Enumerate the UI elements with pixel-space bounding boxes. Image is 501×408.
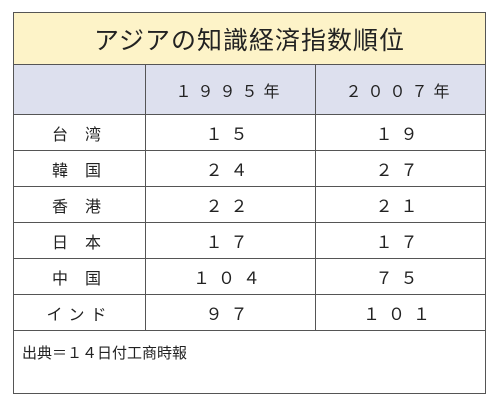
header-corner-cell xyxy=(14,65,146,115)
row-label: 香 港 xyxy=(14,187,146,223)
table-header-row: １９９５年 ２００７年 xyxy=(14,65,485,115)
rank-2007: １９ xyxy=(316,115,485,151)
row-label: 日 本 xyxy=(14,223,146,259)
rank-2007: ２７ xyxy=(316,151,485,187)
rank-2007: １７ xyxy=(316,223,485,259)
table-row: 日 本 １７ １７ xyxy=(14,223,485,259)
rank-1995: １７ xyxy=(146,223,316,259)
table-title: アジアの知識経済指数順位 xyxy=(14,13,485,65)
rank-1995: １５ xyxy=(146,115,316,151)
row-label: インド xyxy=(14,295,146,331)
source-note: 出典＝１４日付工商時報 xyxy=(22,343,188,362)
rank-1995: ２４ xyxy=(146,151,316,187)
rank-2007: ７５ xyxy=(316,259,485,295)
rank-2007: ２１ xyxy=(316,187,485,223)
table-row: 香 港 ２２ ２１ xyxy=(14,187,485,223)
row-label: 台 湾 xyxy=(14,115,146,151)
header-year-2007: ２００７年 xyxy=(316,65,485,115)
table-row: 韓 国 ２４ ２７ xyxy=(14,151,485,187)
rank-1995: １０４ xyxy=(146,259,316,295)
row-label: 中 国 xyxy=(14,259,146,295)
table-row: インド ９７ １０１ xyxy=(14,295,485,331)
header-year-1995: １９９５年 xyxy=(146,65,316,115)
rank-1995: ２２ xyxy=(146,187,316,223)
row-label: 韓 国 xyxy=(14,151,146,187)
rank-2007: １０１ xyxy=(316,295,485,331)
table-row: 中 国 １０４ ７５ xyxy=(14,259,485,295)
table-row: 台 湾 １５ １９ xyxy=(14,115,485,151)
ranking-table: アジアの知識経済指数順位 １９９５年 ２００７年 台 湾 １５ １９ 韓 国 ２… xyxy=(13,12,486,394)
rank-1995: ９７ xyxy=(146,295,316,331)
